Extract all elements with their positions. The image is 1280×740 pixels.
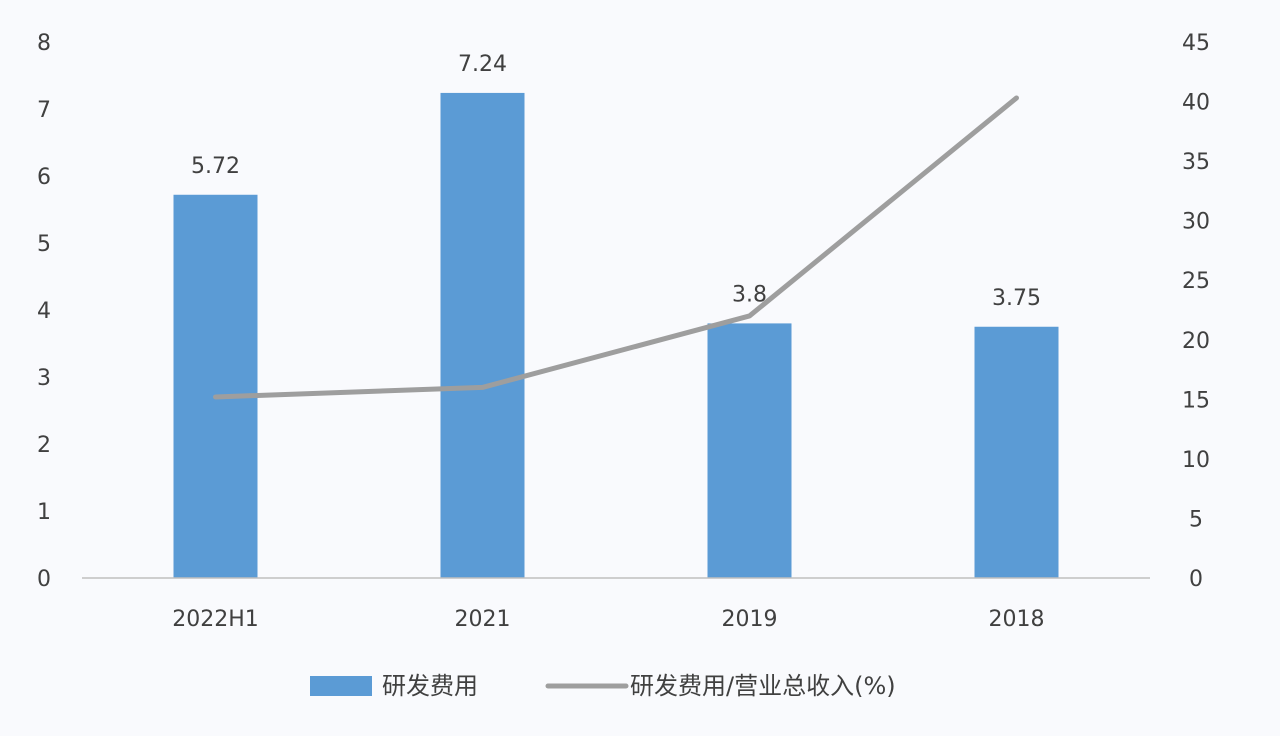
right-axis-tick-label: 10 [1182,448,1210,473]
bar-data-label: 7.24 [458,52,507,77]
right-axis-tick-label: 15 [1182,388,1210,413]
left-axis-tick-label: 8 [37,31,51,56]
left-axis-tick-label: 7 [37,98,51,123]
left-axis-ticks: 0 1 2 3 4 5 6 7 8 [37,31,51,592]
bar-data-label: 3.75 [992,286,1041,311]
right-axis-tick-label: 5 [1189,507,1203,532]
right-axis-ticks: 0 5 10 15 20 25 30 35 40 45 [1182,31,1210,592]
bar-data-label: 5.72 [191,154,240,179]
series-line [213,95,1019,400]
right-axis-tick-label: 20 [1182,329,1210,354]
left-axis-tick-label: 6 [37,165,51,190]
left-axis-tick-label: 3 [37,366,51,391]
right-axis-tick-label: 40 [1182,91,1210,116]
category-labels: 2022H1 2021 2019 2018 [172,607,1044,632]
right-axis-tick-label: 35 [1182,150,1210,175]
category-label: 2022H1 [172,607,259,632]
bar [440,92,525,579]
left-axis-tick-label: 2 [37,433,51,458]
category-label: 2018 [989,607,1045,632]
right-axis-tick-label: 45 [1182,31,1210,56]
left-axis-tick-label: 5 [37,232,51,257]
bar [974,326,1059,578]
data-labels: 5.72 7.24 3.8 3.75 [191,52,1041,311]
line-series [213,95,1019,400]
category-label: 2019 [722,607,778,632]
bar [173,194,258,578]
legend-label: 研发费用 [382,672,478,700]
bar [707,323,792,578]
left-axis-tick-label: 4 [37,299,51,324]
bar-data-label: 3.8 [732,282,767,307]
legend: 研发费用 研发费用/营业总收入(%) [310,672,896,700]
bar-series [173,92,1059,579]
left-axis-tick-label: 0 [37,567,51,592]
right-axis-tick-label: 25 [1182,269,1210,294]
right-axis-tick-label: 30 [1182,210,1210,235]
category-label: 2021 [455,607,511,632]
left-axis-tick-label: 1 [37,500,51,525]
legend-bar-swatch [310,676,372,696]
right-axis-tick-label: 0 [1189,567,1203,592]
legend-label: 研发费用/营业总收入(%) [630,672,896,700]
